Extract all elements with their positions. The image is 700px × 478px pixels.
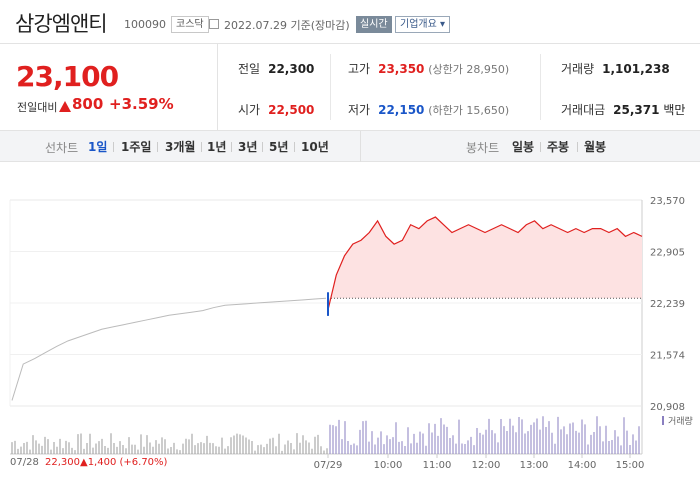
stock-code: 100090 [124,18,166,31]
divider [330,54,331,120]
x-tick-label: 15:00 [616,460,645,471]
period-3m[interactable]: 3개월 [165,140,196,154]
divider [540,54,541,120]
corp-info-label: 기업개요 [400,19,437,30]
y-tick-label: 20,908 [650,402,685,413]
period-5y[interactable]: 5년 [269,140,289,154]
y-tick-label: 21,574 [650,351,685,362]
diff-label: 전일대비 [17,101,58,114]
prev-day-line [11,297,327,401]
chart-toolbar: 선차트 1일 1주일 3개월 1년 3년 5년 10년 봉차트 일봉 주봉 월봉 [0,130,700,162]
x-tick-label: 12:00 [472,460,501,471]
period-3y[interactable]: 3년 [238,140,258,154]
price-chart[interactable]: 23,570 22,905 22,239 21,574 20,908 거래량 07/29… [0,162,700,478]
prev-price: 22,300 [45,457,80,468]
volume-bars: 거래량 [11,415,693,454]
divider [294,142,295,152]
y-axis: 23,570 22,905 22,239 21,574 20,908 [650,196,685,413]
price-fill-area [328,217,642,310]
x-tick-label: 07/29 [314,460,343,471]
y-tick-label: 22,905 [650,248,685,259]
stat-open: 시가 22,500 [238,103,315,117]
volume-legend-label: 거래량 [668,415,693,427]
stat-amount: 거래대금 25,371 백만 [561,103,686,117]
x-tick-label: 13:00 [520,460,549,471]
period-1y[interactable]: 1년 [207,140,227,154]
price-panel: 23,100 전일대비 800 +3.59% [0,44,218,130]
prev-change: ▲1,400 (+6.70%) [80,457,168,468]
period-1w[interactable]: 1주일 [121,140,152,154]
stat-volume: 거래량 1,101,238 [561,62,670,76]
divider [201,142,202,152]
x-axis: 07/29 10:00 11:00 12:00 13:00 14:00 15:00 [314,454,645,471]
price-rate: +3.59% [109,95,174,113]
calendar-icon [209,19,219,29]
current-price: 23,100 [16,60,119,93]
divider [262,142,263,152]
stock-name[interactable]: 삼강엠앤티 [15,12,108,36]
price-diff: 800 [72,95,104,113]
prev-date: 07/28 [10,457,39,468]
candle-week[interactable]: 주봉 [547,140,570,154]
divider [577,142,578,152]
stats-panel: 전일 22,300 고가 23,350 (상한가 28,950) 거래량 1,101,… [218,44,700,130]
chart-area [11,216,643,401]
stock-header: 삼강엠앤티 100090 코스닥 2022.07.29 기준(장마감) 실시간 … [0,0,700,44]
x-tick-label: 11:00 [423,460,452,471]
stat-low: 저가 22,150 (하한가 15,650) [348,103,510,117]
line-chart-label: 선차트 [45,141,79,155]
chevron-down-icon: ▾ [440,19,446,30]
divider [113,142,114,152]
y-tick-label: 23,570 [650,196,685,207]
x-tick-label: 14:00 [568,460,597,471]
basis-date: 2022.07.29 기준(장마감) [224,19,350,32]
divider [157,142,158,152]
toolbar-divider [360,131,361,162]
realtime-button[interactable]: 실시간 [356,16,392,33]
up-arrow-icon [59,101,71,112]
stat-high: 고가 23,350 (상한가 28,950) [348,62,510,76]
candle-day[interactable]: 일봉 [512,140,535,154]
market-badge: 코스닥 [171,16,209,33]
candle-month[interactable]: 월봉 [584,140,607,154]
period-10y[interactable]: 10년 [301,140,329,154]
volume-legend-swatch [662,416,664,425]
x-tick-label: 10:00 [374,460,403,471]
period-1d[interactable]: 1일 [88,140,108,154]
y-tick-label: 22,239 [650,299,685,310]
divider [231,142,232,152]
price-line [327,216,643,311]
divider [540,142,541,152]
corp-info-dropdown[interactable]: 기업개요 ▾ [395,16,451,33]
chart-grid [9,199,643,455]
stat-prev: 전일 22,300 [238,62,315,76]
candle-chart-label: 봉차트 [466,141,500,155]
